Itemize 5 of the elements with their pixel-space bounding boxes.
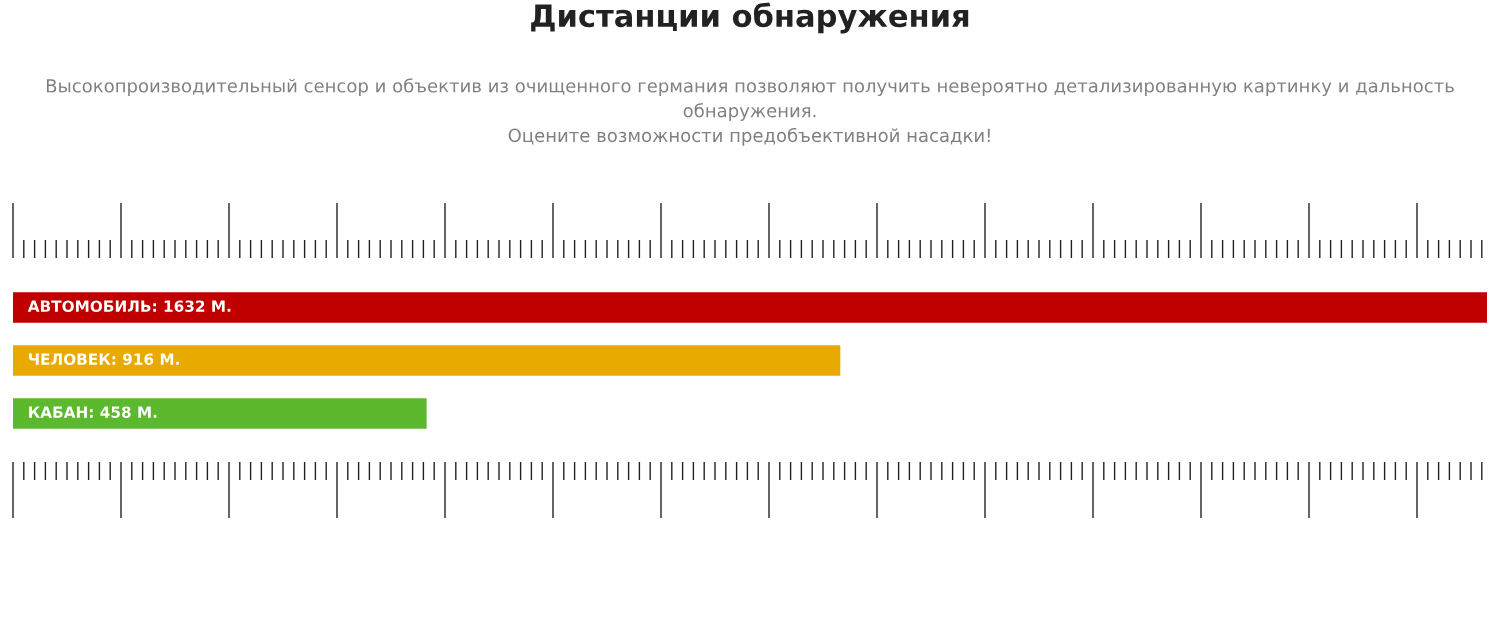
chart-subtitle: Высокопроизводительный сенсор и объектив из очищенного германия позволяют получить невероятно детализированную картинку и дальность обнаружения. Оцените возможности предобъективной насадки! xyxy=(46,78,1454,146)
data-label: КАБАН: 458 М. xyxy=(29,406,157,418)
data-label: АВТОМОБИЛЬ: 1632 М. xyxy=(27,300,231,312)
chart-title: Дистанции обнаружения xyxy=(531,2,969,34)
data-label: ЧЕЛОВЕК: 916 М. xyxy=(28,353,179,365)
